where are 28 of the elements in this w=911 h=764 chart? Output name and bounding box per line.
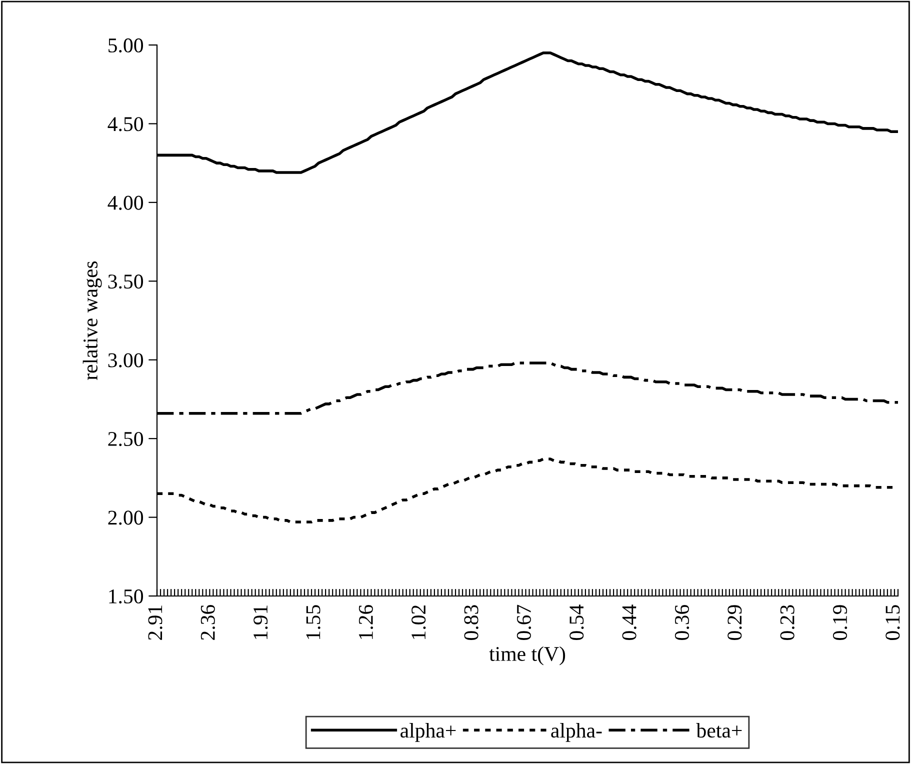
x-tick-label: 0.23 <box>780 605 794 640</box>
y-axis-title: relative wages <box>82 261 102 380</box>
y-tick-label: 3.50 <box>108 274 144 289</box>
y-tick-label: 3.00 <box>108 353 144 368</box>
x-tick-label: 0.44 <box>622 604 636 640</box>
y-tick-label: 2.50 <box>108 432 144 446</box>
x-tick-label: 0.36 <box>674 604 690 640</box>
x-tick-label: 2.91 <box>148 606 162 640</box>
y-tick-label: 5.00 <box>108 38 144 53</box>
y-tick-label: 4.00 <box>108 196 144 210</box>
x-tick-label: 0.83 <box>464 605 478 640</box>
x-tick-label: 1.02 <box>412 605 426 639</box>
x-tick-label: 0.15 <box>886 605 900 640</box>
x-tick-label: 1.26 <box>358 604 374 639</box>
legend-label: alpha+ <box>400 722 456 742</box>
x-tick-label: 0.29 <box>728 605 742 640</box>
legend-label: alpha- <box>551 722 602 742</box>
x-tick-label: 0.19 <box>832 605 848 640</box>
x-tick-label: 1.55 <box>306 605 320 639</box>
y-tick-label: 2.00 <box>108 510 144 525</box>
x-tick-label: 2.36 <box>200 604 215 640</box>
x-axis-title: time t(V) <box>489 646 566 666</box>
y-tick-label: 4.50 <box>108 117 144 132</box>
x-tick-label: 1.91 <box>254 606 268 639</box>
y-tick-label: 1.50 <box>109 589 144 604</box>
x-tick-label: 0.67 <box>516 604 532 640</box>
x-tick-label: 0.54 <box>570 604 584 640</box>
legend-label: beta+ <box>696 722 742 738</box>
